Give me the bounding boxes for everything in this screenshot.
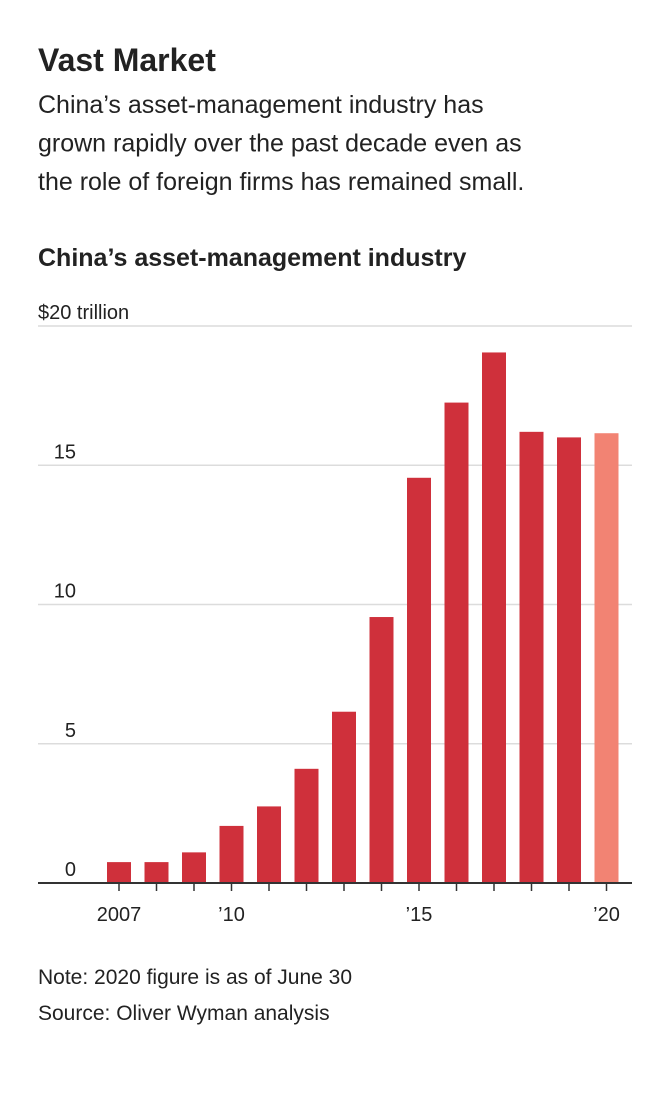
note-line: Source: Oliver Wyman analysis xyxy=(38,1002,330,1025)
note-line: Note: 2020 figure is as of June 30 xyxy=(38,966,352,989)
bar xyxy=(444,402,469,883)
y-tick-label: 0 xyxy=(65,859,76,881)
y-tick-label: $20 trillion xyxy=(38,302,129,324)
subtitle-line: China’s asset-management industry has xyxy=(38,91,484,119)
bar xyxy=(182,852,206,883)
y-tick-label: 10 xyxy=(54,581,76,603)
bar xyxy=(519,431,544,883)
bar xyxy=(332,711,356,883)
subtitle-line: the role of foreign firms has remained s… xyxy=(38,168,524,196)
bar xyxy=(369,617,394,883)
subtitle-line: grown rapidly over the past decade even … xyxy=(38,130,522,158)
bar xyxy=(294,768,319,883)
bar xyxy=(594,433,619,883)
bar xyxy=(257,806,281,883)
bar xyxy=(219,825,244,883)
y-tick-label: 5 xyxy=(65,720,76,742)
x-tick-label: ’15 xyxy=(406,904,433,926)
bar xyxy=(557,437,581,883)
y-tick-label: 15 xyxy=(54,441,76,463)
chart-title: Vast Market xyxy=(38,42,216,78)
chart-subtitle-heading: China’s asset-management industry xyxy=(38,244,466,272)
bar xyxy=(407,477,431,883)
bar xyxy=(144,862,169,883)
x-tick-label: ’20 xyxy=(593,904,620,926)
bar xyxy=(107,862,131,883)
x-tick-label: 2007 xyxy=(97,904,142,926)
bar xyxy=(482,352,506,883)
x-tick-label: ’10 xyxy=(218,904,245,926)
